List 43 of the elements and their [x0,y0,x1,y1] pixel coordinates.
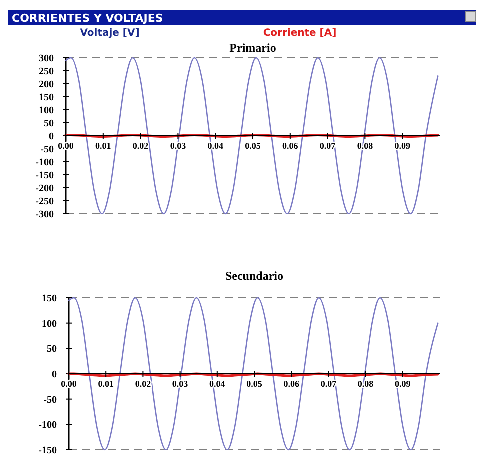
x-tick-label: 0.01 [96,141,112,151]
y-tick-label: -200 [36,184,54,194]
y-tick-label: 50 [44,118,54,130]
y-tick-label: -100 [36,158,54,168]
chart-title: Primario [230,41,276,55]
y-tick-label: -250 [36,196,54,208]
x-tick-label: 0.06 [282,141,299,151]
y-tick-label: -150 [36,170,54,182]
text: Voltaje [V] [80,28,140,39]
y-tick-label: 100 [39,106,54,116]
x-tick-label: 0.09 [394,141,411,151]
y-tick-label: 0 [52,370,57,380]
x-tick-label: 0.02 [135,379,152,389]
y-tick-label: 150 [39,92,54,104]
chart-title: Secundario [225,269,284,283]
y-tick-label: 200 [39,80,54,90]
x-tick-label: 0.04 [210,379,226,389]
x-tick-label: 0.05 [246,379,263,389]
x-tick-label: 0.03 [172,379,189,389]
x-tick-label: 0.06 [284,379,300,389]
x-tick-label: 0.08 [358,379,374,389]
x-tick-label: 0.09 [395,379,412,389]
y-tick-label: 100 [42,318,57,330]
y-tick-label: 300 [39,54,54,64]
y-tick-label: 0 [49,132,54,142]
y-tick-label: 50 [47,344,57,356]
x-tick-label: 0.04 [208,141,224,151]
y-tick-label: -100 [38,420,57,432]
x-tick-label: 0.07 [320,379,338,389]
y-tick-label: 150 [42,294,57,304]
y-tick-label: -50 [44,394,57,406]
y-tick-label: -50 [40,144,54,156]
text: CORRIENTES Y VOLTAJES [12,12,164,25]
x-tick-label: 0.05 [245,141,262,151]
x-tick-label: 0.08 [357,141,374,151]
text: Corriente [A] [263,28,337,39]
x-tick-label: 0.01 [98,379,114,389]
x-tick-label: 0.03 [170,141,187,151]
x-tick-label: 0.02 [132,141,150,151]
y-tick-label: -150 [38,446,57,456]
x-tick-label: 0.07 [320,141,336,151]
y-tick-label: -300 [36,210,54,220]
y-tick-label: 250 [39,66,54,78]
